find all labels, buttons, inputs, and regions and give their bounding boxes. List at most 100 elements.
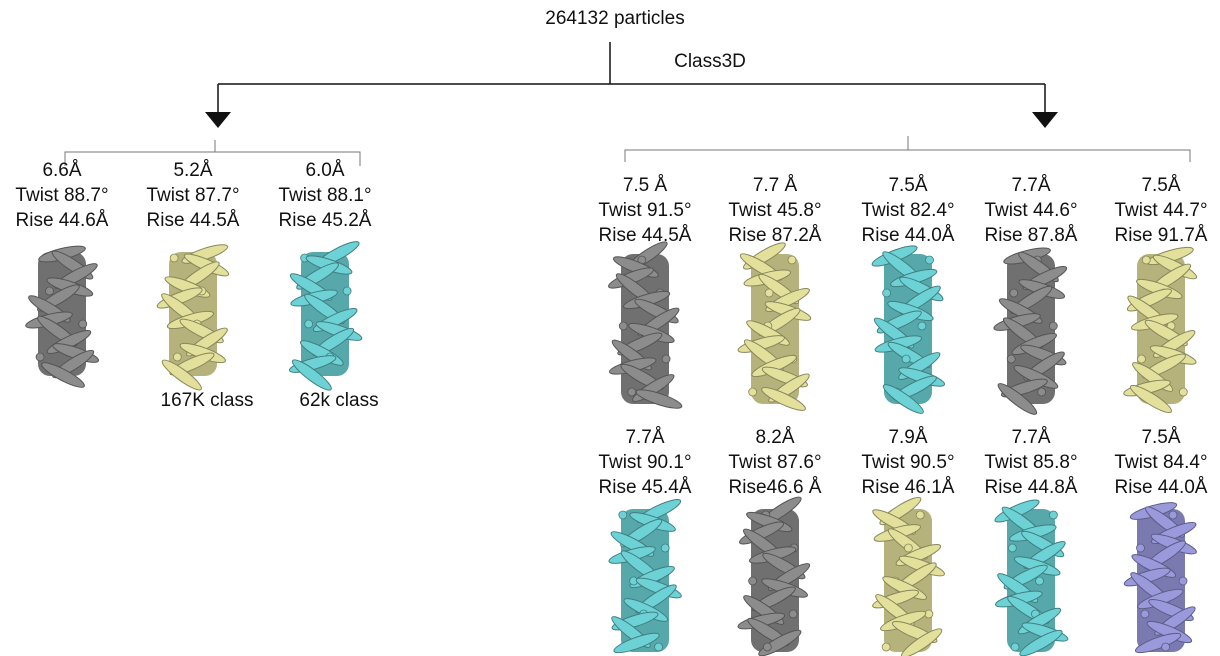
class-twist: Twist 87.6° [728,452,821,473]
map-blob [904,544,912,552]
density-map [870,242,946,417]
class-rise: Rise 44.0Å [862,225,955,246]
class-twist: Twist 88.1° [278,185,371,206]
method-label: Class3D [674,51,746,72]
density-map [155,241,230,394]
class-rise: Rise 44.5Å [599,225,692,246]
class-resolution: 7.7 Å [753,175,798,196]
density-map [737,239,813,414]
class-resolution: 7.5Å [1141,175,1180,196]
class-resolution: 7.9Å [888,427,927,448]
class-rise: Rise 45.4Å [599,477,692,498]
map-blob [902,355,910,363]
class-rise: Rise 46.1Å [862,477,955,498]
density-map [1122,244,1199,416]
class-resolution: 5.2Å [173,160,212,181]
density-map [607,238,684,412]
class-resolution: 6.6Å [42,160,81,181]
class-note: 62k class [299,390,378,411]
density-map [288,238,364,394]
class-resolution: 6.0Å [305,160,344,181]
class-twist: Twist 44.7° [1114,200,1207,221]
class-rise: Rise 91.7Å [1115,225,1208,246]
class-resolution: 7.5 Å [623,175,668,196]
class-rise: Rise46.6 Å [729,477,822,498]
map-blob [79,320,87,328]
map-blob [1162,643,1170,651]
class-resolution: 7.7Å [625,427,664,448]
map-blob [628,388,636,396]
class-twist: Twist 85.8° [984,452,1077,473]
map-blob [1011,643,1019,651]
map-blob [619,511,627,519]
arrow-head [205,112,231,128]
density-map [992,245,1068,418]
class-twist: Twist 90.1° [598,452,691,473]
map-blob [749,577,757,585]
class-rise: Rise 44.6Å [16,210,109,231]
map-blob [1179,388,1187,396]
root-label: 264132 particles [545,8,684,29]
class-twist: Twist 45.8° [728,200,821,221]
map-blob [763,643,771,651]
map-blob [882,643,890,651]
bracket [625,136,1190,162]
density-map [870,494,946,656]
density-map [24,243,100,391]
map-blob [173,353,181,361]
class-resolution: 7.7Å [1011,427,1050,448]
class-rise: Rise 44.5Å [147,210,240,231]
class-resolution: 7.7Å [1011,175,1050,196]
map-blob [788,256,796,264]
map-blob [1049,322,1057,330]
arrow-head [1032,112,1058,128]
map-blob [1179,577,1187,585]
map-blob [170,254,178,262]
map-blob [619,322,627,330]
density-map [608,496,684,656]
class-resolution: 8.2Å [755,427,794,448]
map-blob [925,256,933,264]
map-blob [749,388,757,396]
density-map [993,496,1070,656]
class-twist: Twist 88.7° [15,185,108,206]
class-note: 167K class [161,390,254,411]
map-blob [1141,610,1149,618]
map-blob [918,322,926,330]
map-blob [661,544,669,552]
class-rise: Rise 87.8Å [985,225,1078,246]
figure: 264132 particles Class3D 6.6Å Twist 88.7°… [0,0,1220,656]
class-twist: Twist 84.4° [1114,452,1207,473]
class-resolution: 7.5Å [1141,427,1180,448]
map-blob [1008,544,1016,552]
map-blob [883,289,891,297]
map-blob [1142,256,1150,264]
class-twist: Twist 91.5° [598,200,691,221]
map-blob [655,643,663,651]
class-rise: Rise 45.2Å [279,210,372,231]
class-rise: Rise 44.0Å [1115,477,1208,498]
map-blob [305,320,313,328]
map-blob [1049,511,1057,519]
class-resolution: 7.5Å [888,175,927,196]
density-map [1123,499,1199,656]
map-blob [36,353,44,361]
map-blob [1136,544,1144,552]
map-blob [789,610,797,618]
class-rise: Rise 44.8Å [985,477,1078,498]
map-blob [343,287,351,295]
class-rise: Rise 87.2Å [729,225,822,246]
map-blob [1007,355,1015,363]
map-blob [1169,511,1177,519]
class-twist: Twist 90.5° [861,452,954,473]
map-blob [1038,388,1046,396]
class-twist: Twist 82.4° [861,200,954,221]
map-blob [916,511,924,519]
map-blob [1036,577,1044,585]
map-blob [765,289,773,297]
map-blob [46,287,54,295]
map-blob [1137,355,1145,363]
map-blob [1010,289,1018,297]
class-twist: Twist 44.6° [984,200,1077,221]
map-blob [662,355,670,363]
